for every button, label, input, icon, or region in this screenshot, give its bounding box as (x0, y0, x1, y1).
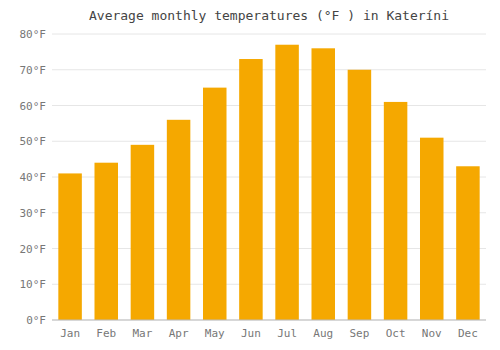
grid-line (52, 105, 486, 106)
x-tick-label: Dec (458, 327, 478, 340)
grid-line (52, 34, 486, 35)
x-tick-label: Sep (349, 327, 369, 340)
x-tick-label: Apr (169, 327, 189, 340)
bar (203, 88, 227, 320)
bar (311, 48, 335, 320)
bar (275, 45, 299, 320)
y-tick-label: 40°F (20, 171, 47, 184)
y-tick-label: 60°F (20, 100, 47, 113)
bar (239, 59, 263, 320)
bar (58, 173, 82, 320)
y-tick-label: 80°F (20, 28, 47, 41)
x-axis-line (52, 320, 486, 321)
x-tick-label: Nov (422, 327, 442, 340)
grid (52, 34, 486, 320)
chart-container: Average monthly temperatures (°F ) in Ka… (0, 0, 500, 350)
bar (94, 163, 118, 320)
bar (167, 120, 191, 320)
x-tick-label: May (205, 327, 225, 340)
x-tick-label: Feb (96, 327, 116, 340)
grid-line (52, 320, 486, 321)
x-tick-label: Aug (313, 327, 333, 340)
y-tick-label: 70°F (20, 64, 47, 77)
title: Average monthly temperatures (°F ) in Ka… (89, 8, 449, 23)
y-tick-label: 10°F (20, 278, 47, 291)
x-tick-label: Jun (241, 327, 261, 340)
x-tick-label: Oct (386, 327, 406, 340)
y-tick-label: 50°F (20, 135, 47, 148)
y-tick-label: 0°F (26, 314, 46, 327)
bar (420, 138, 444, 320)
bar (456, 166, 480, 320)
chart: Average monthly temperatures (°F ) in Ka… (0, 0, 500, 350)
grid-line (52, 69, 486, 70)
bar (348, 70, 372, 320)
bar (131, 145, 155, 320)
x-tick-label: Mar (132, 327, 152, 340)
y-tick-label: 20°F (20, 243, 47, 256)
y-tick-label: 30°F (20, 207, 47, 220)
bar (384, 102, 408, 320)
x-tick-label: Jul (277, 327, 297, 340)
x-tick-label: Jan (60, 327, 80, 340)
bars (58, 45, 479, 320)
